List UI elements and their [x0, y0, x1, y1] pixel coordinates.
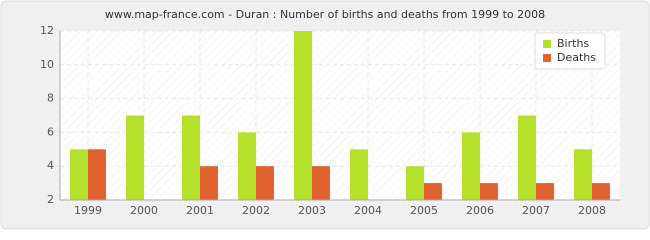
x-tick-label: 2002: [242, 204, 270, 217]
bar: [592, 183, 610, 200]
bar: [480, 183, 498, 200]
y-tick-label: 6: [47, 125, 54, 138]
bar: [536, 183, 554, 200]
bar: [70, 149, 88, 200]
bar: [462, 132, 480, 200]
y-tick-label: 12: [40, 24, 54, 37]
bar: [518, 115, 536, 200]
x-tick-label: 2007: [522, 204, 550, 217]
bar: [88, 149, 106, 200]
legend-box: [534, 32, 606, 70]
legend-swatch: [543, 40, 551, 48]
y-tick-label: 4: [47, 159, 54, 172]
x-tick-label: 2006: [466, 204, 494, 217]
chart-title: www.map-france.com - Duran : Number of b…: [105, 8, 545, 21]
chart: www.map-france.com - Duran : Number of b…: [0, 0, 650, 230]
bar: [200, 166, 218, 200]
x-tick-label: 2000: [130, 204, 158, 217]
bar: [182, 115, 200, 200]
x-tick-label: 2005: [410, 204, 438, 217]
legend-swatch: [543, 54, 551, 62]
legend-label: Deaths: [557, 51, 596, 64]
bar: [126, 115, 144, 200]
legend-label: Births: [557, 37, 589, 50]
bar: [350, 149, 368, 200]
x-tick-label: 1999: [74, 204, 102, 217]
bar: [574, 149, 592, 200]
bar: [256, 166, 274, 200]
x-tick-label: 2008: [578, 204, 606, 217]
y-tick-label: 10: [40, 58, 54, 71]
bar: [424, 183, 442, 200]
x-tick-label: 2004: [354, 204, 382, 217]
bar: [312, 166, 330, 200]
x-tick-label: 2003: [298, 204, 326, 217]
bar: [294, 31, 312, 200]
bar: [406, 166, 424, 200]
y-tick-label: 8: [47, 92, 54, 105]
y-tick-label: 2: [47, 193, 54, 206]
bar: [238, 132, 256, 200]
x-tick-label: 2001: [186, 204, 214, 217]
